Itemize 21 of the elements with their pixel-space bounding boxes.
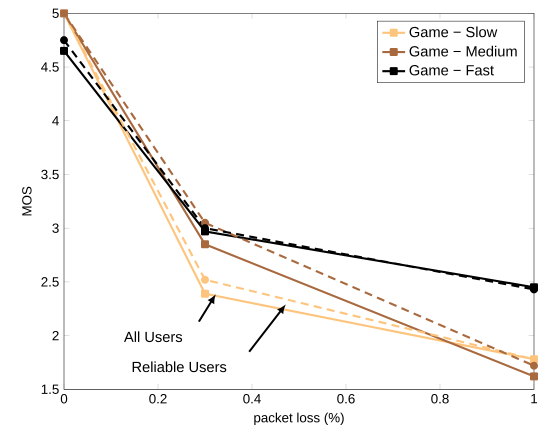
x-tick-label: 1 — [531, 394, 538, 404]
x-tick-label: 0.4 — [243, 394, 261, 404]
x-tick-label: 0 — [60, 394, 68, 404]
x-tick-label: 0.2 — [149, 394, 167, 404]
annotation: All Users — [124, 331, 182, 342]
legend-label: Game − Slow — [410, 26, 498, 38]
y-tick-label: 2 — [52, 331, 59, 340]
y-tick-label: 4.5 — [41, 62, 59, 72]
x-tick-label: 0.6 — [337, 394, 355, 404]
y-tick-label: 1.5 — [42, 384, 59, 394]
y-tick-label: 3 — [52, 224, 59, 234]
legend-label: Game − Fast — [410, 65, 494, 76]
x-tick-label: 0.8 — [431, 394, 449, 404]
y-tick-label: 2.5 — [41, 277, 59, 287]
legend-label: Game − Medium — [410, 46, 517, 57]
y-tick-label: 4 — [52, 116, 59, 126]
x-axis-title: packet loss (%) — [254, 412, 344, 426]
annotation: Reliable Users — [132, 362, 226, 372]
y-axis-title: MOS — [22, 186, 32, 216]
y-tick-label: 3.5 — [41, 170, 59, 180]
y-tick-label: 5 — [52, 8, 59, 18]
